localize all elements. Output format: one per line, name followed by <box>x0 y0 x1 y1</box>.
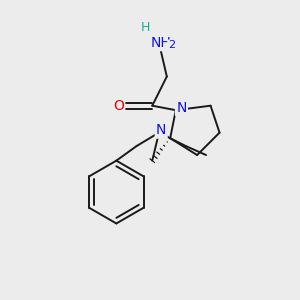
Text: N: N <box>176 101 187 115</box>
Text: N: N <box>156 123 166 137</box>
Text: H: H <box>141 21 150 34</box>
Text: O: O <box>113 99 124 113</box>
Text: NH: NH <box>151 36 172 50</box>
Text: 2: 2 <box>168 40 175 50</box>
